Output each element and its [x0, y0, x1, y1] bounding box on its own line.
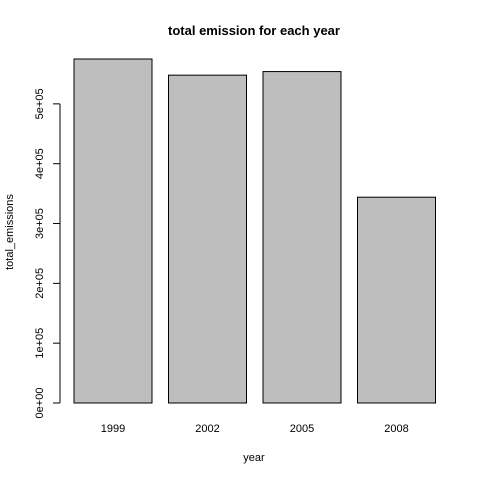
- y-axis-label: total_emissions: [4, 194, 16, 270]
- chart-title: total emission for each year: [168, 23, 340, 38]
- y-tick-label: 5e+05: [34, 88, 46, 119]
- y-tick-label: 4e+05: [34, 148, 46, 179]
- x-tick-label-1999: 1999: [101, 423, 125, 435]
- x-axis-label: year: [243, 452, 265, 464]
- bar-2005: [262, 71, 342, 404]
- y-axis: 0e+00 1e+05 2e+05 3e+05 4e+05 5e+05: [34, 88, 61, 419]
- bars-group: [73, 58, 436, 404]
- y-tick-label: 2e+05: [34, 268, 46, 299]
- bar-2008: [357, 196, 436, 404]
- y-tick-label: 0e+00: [34, 388, 46, 419]
- bar-2002: [168, 74, 247, 404]
- x-tick-label-2008: 2008: [384, 423, 408, 435]
- y-tick-label: 3e+05: [34, 208, 46, 239]
- y-tick-label: 1e+05: [34, 328, 46, 359]
- bar-1999: [73, 58, 153, 404]
- x-tick-labels: 1999 2002 2005 2008: [101, 423, 409, 435]
- x-tick-label-2002: 2002: [195, 423, 219, 435]
- x-tick-label-2005: 2005: [290, 423, 314, 435]
